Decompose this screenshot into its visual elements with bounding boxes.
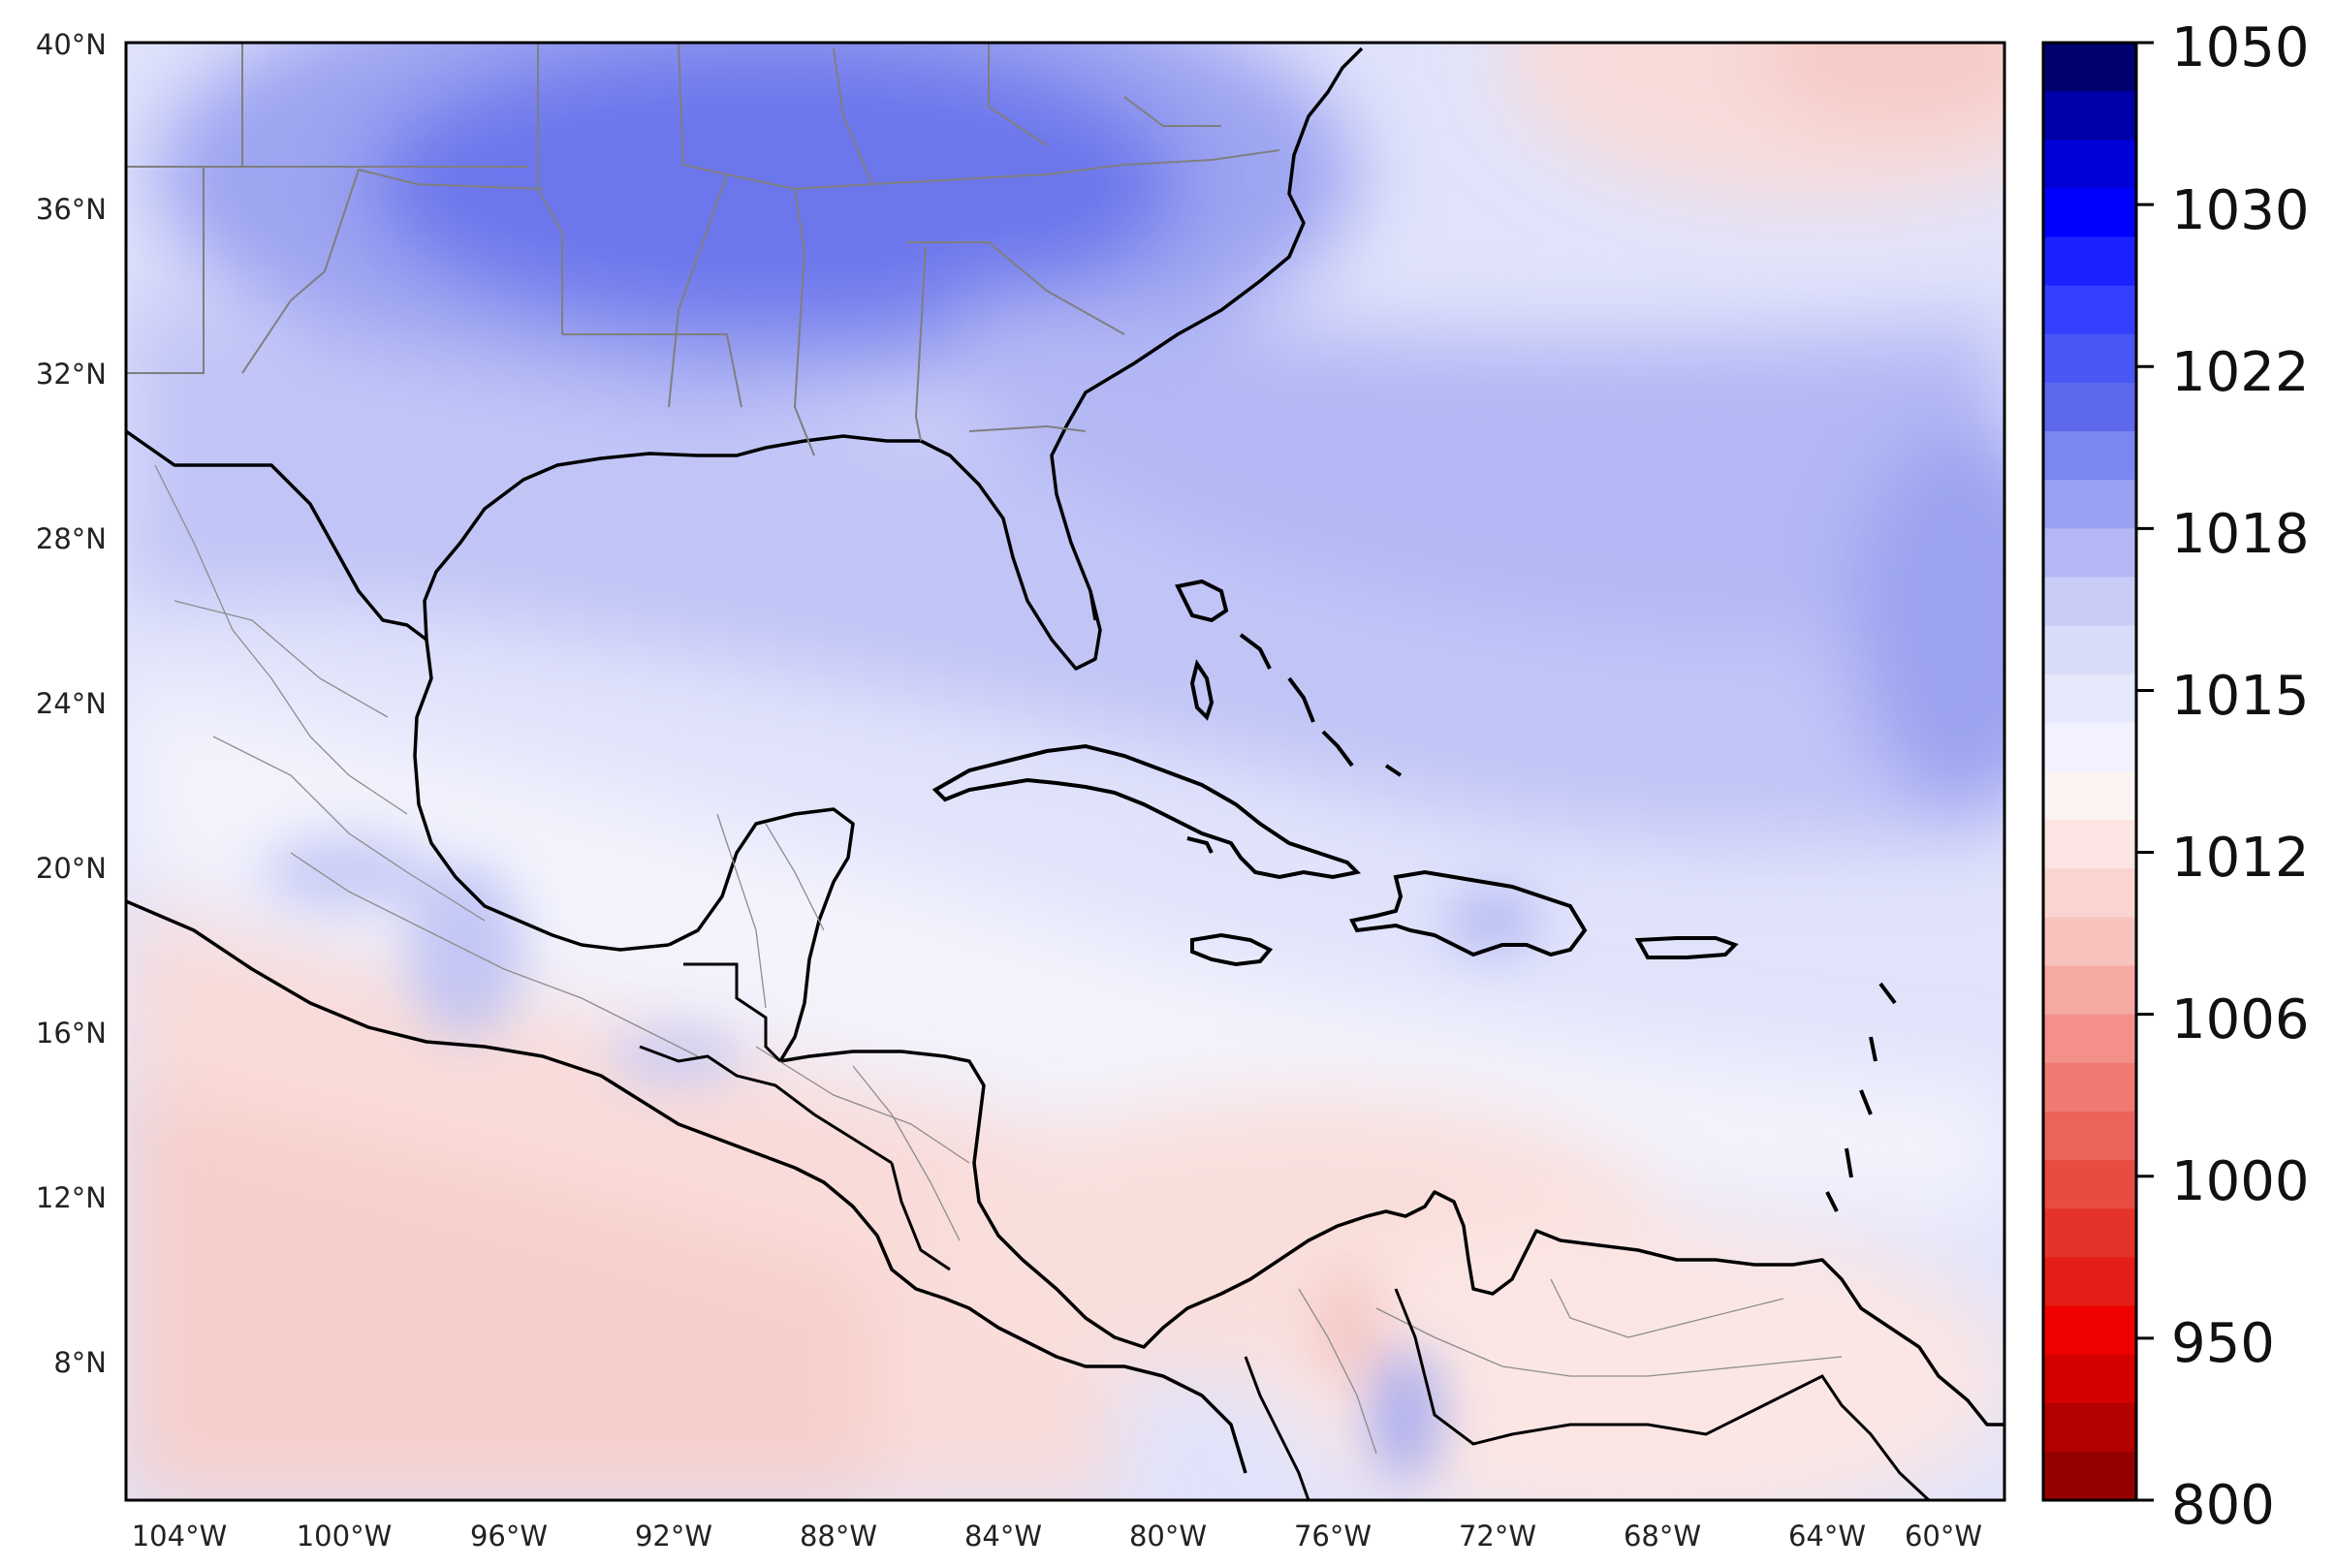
colorbar-segment (2043, 1160, 2136, 1209)
lon-label: 84°W (964, 1520, 1042, 1552)
colorbar-segment (2043, 382, 2136, 432)
lat-label: 8°N (53, 1346, 107, 1379)
lon-label: 100°W (297, 1520, 393, 1552)
lon-label: 96°W (470, 1520, 548, 1552)
colorbar-segment (2043, 285, 2136, 335)
lon-label: 92°W (635, 1520, 712, 1552)
colorbar-segment (2043, 577, 2136, 627)
colorbar-segment (2043, 820, 2136, 869)
coastlines (126, 47, 2004, 1474)
colorbar-segment (2043, 1402, 2136, 1453)
lat-label: 40°N (36, 28, 107, 61)
colorbar-tick-label: 1022 (2171, 341, 2310, 404)
colorbar-tick-label: 1030 (2171, 179, 2310, 242)
colorbar-tick-label: 950 (2171, 1312, 2275, 1375)
lat-label: 28°N (36, 522, 107, 555)
colorbar-segment (2043, 1111, 2136, 1161)
lon-label: 60°W (1905, 1520, 1982, 1552)
lon-label: 72°W (1459, 1520, 1536, 1552)
colorbar-tick-label: 800 (2171, 1474, 2275, 1537)
colorbar-segment (2043, 1014, 2136, 1064)
colorbar-tick-label: 1015 (2171, 665, 2310, 728)
colorbar-tick-label: 1000 (2171, 1150, 2310, 1213)
colorbar-segment (2043, 1208, 2136, 1258)
lon-label: 68°W (1624, 1520, 1701, 1552)
colorbar-tick-label: 1012 (2171, 827, 2310, 890)
map-frame (124, 41, 2006, 1502)
colorbar-segment (2043, 43, 2136, 92)
caribbean-islands (931, 579, 1897, 1212)
colorbar: 1050 1030 1022 1018 1015 1012 1006 1000 … (2041, 16, 2310, 1537)
colorbar-segment (2043, 625, 2136, 675)
colorbar-frame (2041, 41, 2138, 1502)
colorbar-tick-label: 1018 (2171, 503, 2310, 566)
lat-label: 36°N (36, 193, 107, 226)
colorbar-ticks (2136, 41, 2154, 1502)
lon-axis: 104°W 100°W 96°W 92°W 88°W 84°W 80°W 76°… (132, 1520, 1982, 1552)
pressure-field (126, 43, 2004, 1500)
colorbar-segment (2043, 1257, 2136, 1307)
colorbar-segment (2043, 771, 2136, 821)
lon-label: 88°W (800, 1520, 877, 1552)
lon-label: 104°W (132, 1520, 228, 1552)
colorbar-segment (2043, 333, 2136, 384)
lon-label: 80°W (1129, 1520, 1207, 1552)
colorbar-segments (2043, 43, 2136, 1501)
colorbar-segment (2043, 480, 2136, 529)
lat-label: 20°N (36, 852, 107, 885)
colorbar-segment (2043, 1305, 2136, 1356)
colorbar-segment (2043, 528, 2136, 579)
colorbar-segment (2043, 91, 2136, 141)
colorbar-segment (2043, 431, 2136, 481)
lon-label: 64°W (1788, 1520, 1866, 1552)
colorbar-segment (2043, 1451, 2136, 1501)
lon-label: 76°W (1294, 1520, 1372, 1552)
admin-borders (154, 464, 1843, 1455)
lat-label: 12°N (36, 1181, 107, 1214)
lat-axis: 40°N 36°N 32°N 28°N 24°N 20°N 16°N 12°N … (36, 28, 107, 1379)
map-panel (124, 41, 2006, 1502)
colorbar-tick-label: 1006 (2171, 988, 2310, 1051)
colorbar-segment (2043, 674, 2136, 724)
lat-label: 16°N (36, 1017, 107, 1050)
country-borders (639, 962, 1931, 1500)
lat-label: 24°N (36, 687, 107, 720)
colorbar-segment (2043, 965, 2136, 1016)
colorbar-tick-label: 1050 (2171, 16, 2310, 79)
colorbar-segment (2043, 722, 2136, 772)
state-borders (126, 43, 1280, 456)
colorbar-segment (2043, 140, 2136, 189)
colorbar-segment (2043, 868, 2136, 918)
colorbar-segment (2043, 1354, 2136, 1404)
colorbar-segment (2043, 236, 2136, 287)
colorbar-segment (2043, 917, 2136, 967)
colorbar-segment (2043, 188, 2136, 238)
lat-label: 32°N (36, 358, 107, 391)
colorbar-segment (2043, 1062, 2136, 1113)
